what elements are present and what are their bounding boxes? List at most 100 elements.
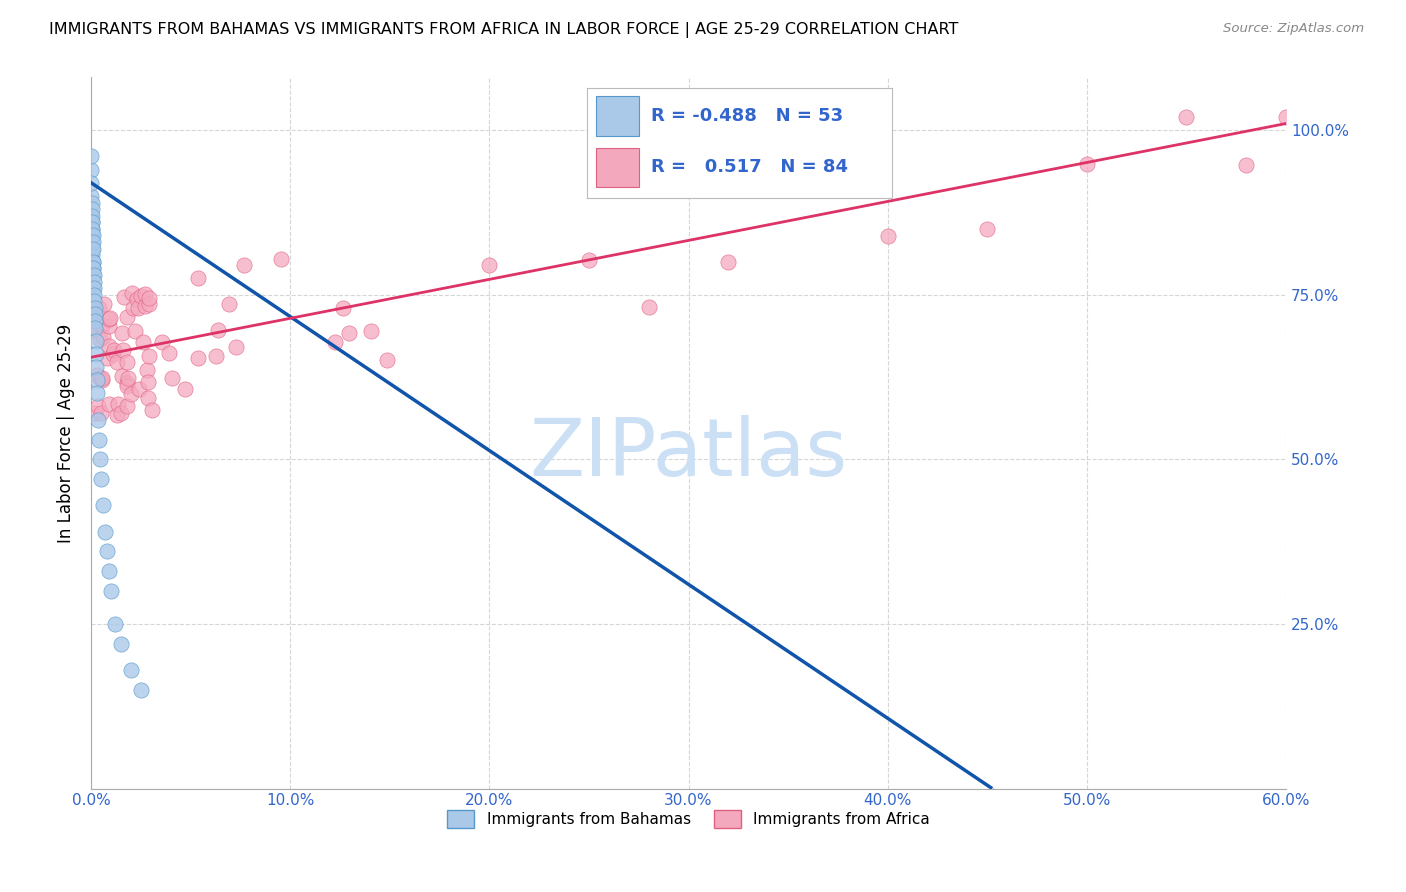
Point: [83, 301, 105, 315]
Point: [80, 228, 103, 243]
Point: [97, 318, 120, 333]
Point: [82, 242, 104, 256]
Point: [82, 323, 104, 337]
Point: [115, 379, 138, 393]
Point: [96, 351, 118, 365]
Point: [80, 209, 103, 223]
Point: [117, 399, 139, 413]
Point: [115, 355, 138, 369]
Point: [204, 349, 226, 363]
Point: [82, 268, 104, 282]
Point: [82, 254, 104, 268]
Point: [103, 343, 125, 357]
Point: [112, 290, 135, 304]
Point: [578, 252, 600, 267]
Point: [98, 564, 121, 578]
Point: [90, 406, 112, 420]
Point: [94, 524, 117, 539]
Point: [122, 301, 145, 316]
Point: [80, 189, 103, 203]
Point: [111, 368, 134, 383]
Point: [91, 330, 114, 344]
Point: [91, 499, 114, 513]
Point: [82, 261, 104, 276]
Point: [80, 209, 103, 223]
Point: [83, 275, 105, 289]
Point: [98, 338, 121, 352]
Point: [207, 323, 229, 337]
Point: [120, 663, 142, 677]
Point: [270, 252, 292, 267]
Point: [82, 248, 104, 262]
Point: [83, 308, 105, 322]
Point: [138, 297, 160, 311]
Point: [91, 373, 114, 387]
Point: [136, 363, 159, 377]
Point: [80, 242, 103, 256]
Point: [115, 376, 138, 391]
Point: [225, 340, 247, 354]
Point: [83, 281, 105, 295]
Point: [1175, 110, 1198, 124]
Point: [80, 162, 103, 177]
Y-axis label: In Labor Force | Age 25-29: In Labor Force | Age 25-29: [58, 324, 75, 542]
Point: [120, 387, 142, 401]
Point: [80, 235, 103, 249]
Point: [127, 293, 149, 307]
Point: [82, 228, 104, 243]
Point: [84, 320, 107, 334]
Point: [80, 149, 103, 163]
Point: [100, 584, 122, 599]
Point: [80, 195, 103, 210]
Point: [337, 326, 360, 340]
Point: [82, 254, 104, 268]
Point: [84, 347, 107, 361]
Point: [101, 347, 124, 361]
Point: [82, 242, 104, 256]
Point: [478, 258, 501, 272]
Point: [86, 368, 108, 382]
Point: [111, 326, 134, 341]
Point: [91, 371, 114, 385]
Point: [107, 396, 129, 410]
Point: [87, 433, 110, 447]
Point: [375, 353, 398, 368]
Point: [87, 413, 110, 427]
Point: [80, 202, 103, 216]
Point: [111, 343, 134, 357]
Point: [96, 544, 118, 558]
Point: [637, 300, 659, 314]
Point: [136, 375, 159, 389]
Point: [138, 349, 160, 363]
Point: [132, 334, 155, 349]
Point: [134, 287, 156, 301]
Point: [83, 319, 105, 334]
Point: [86, 360, 108, 375]
Point: [98, 310, 121, 325]
Point: [104, 616, 127, 631]
Point: [86, 386, 108, 401]
Point: [1275, 110, 1298, 124]
Point: [127, 301, 149, 315]
Text: IMMIGRANTS FROM BAHAMAS VS IMMIGRANTS FROM AFRICA IN LABOR FORCE | AGE 25-29 COR: IMMIGRANTS FROM BAHAMAS VS IMMIGRANTS FR…: [49, 22, 959, 38]
Point: [134, 299, 156, 313]
Point: [128, 382, 150, 396]
Point: [136, 391, 159, 405]
Point: [89, 370, 111, 384]
Point: [218, 296, 240, 310]
Point: [232, 258, 254, 272]
Point: [82, 235, 104, 249]
Point: [98, 312, 121, 326]
Point: [360, 324, 382, 338]
Point: [84, 314, 107, 328]
Point: [141, 403, 163, 417]
Point: [115, 310, 138, 324]
Point: [89, 452, 111, 467]
Point: [91, 318, 114, 332]
Point: [82, 261, 104, 276]
Point: [87, 400, 110, 414]
Point: [90, 472, 112, 486]
Point: [110, 637, 132, 651]
Point: [150, 334, 173, 349]
Text: ZIPatlas: ZIPatlas: [530, 416, 848, 493]
